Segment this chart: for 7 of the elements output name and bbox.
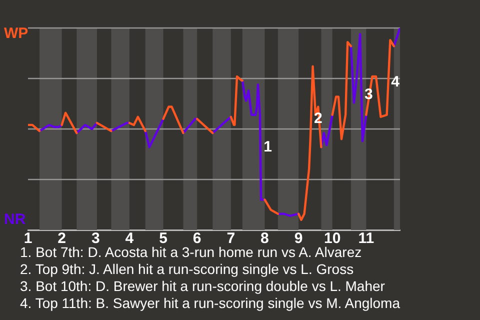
- text: 4. Top 11th: B. Sawyer hit a run-scoring single vs M. Angloma: [20, 295, 400, 312]
- text: NR: [4, 211, 26, 228]
- text: 2. Top 9th: J. Allen hit a run-scoring single vs L. Gross: [20, 261, 355, 278]
- text: WP: [4, 25, 28, 42]
- text: 3. Bot 10th: D. Brewer hit a run-scoring double vs L. Maher: [20, 278, 386, 295]
- annotation: 1: [264, 138, 272, 156]
- annotation: 4: [391, 74, 400, 91]
